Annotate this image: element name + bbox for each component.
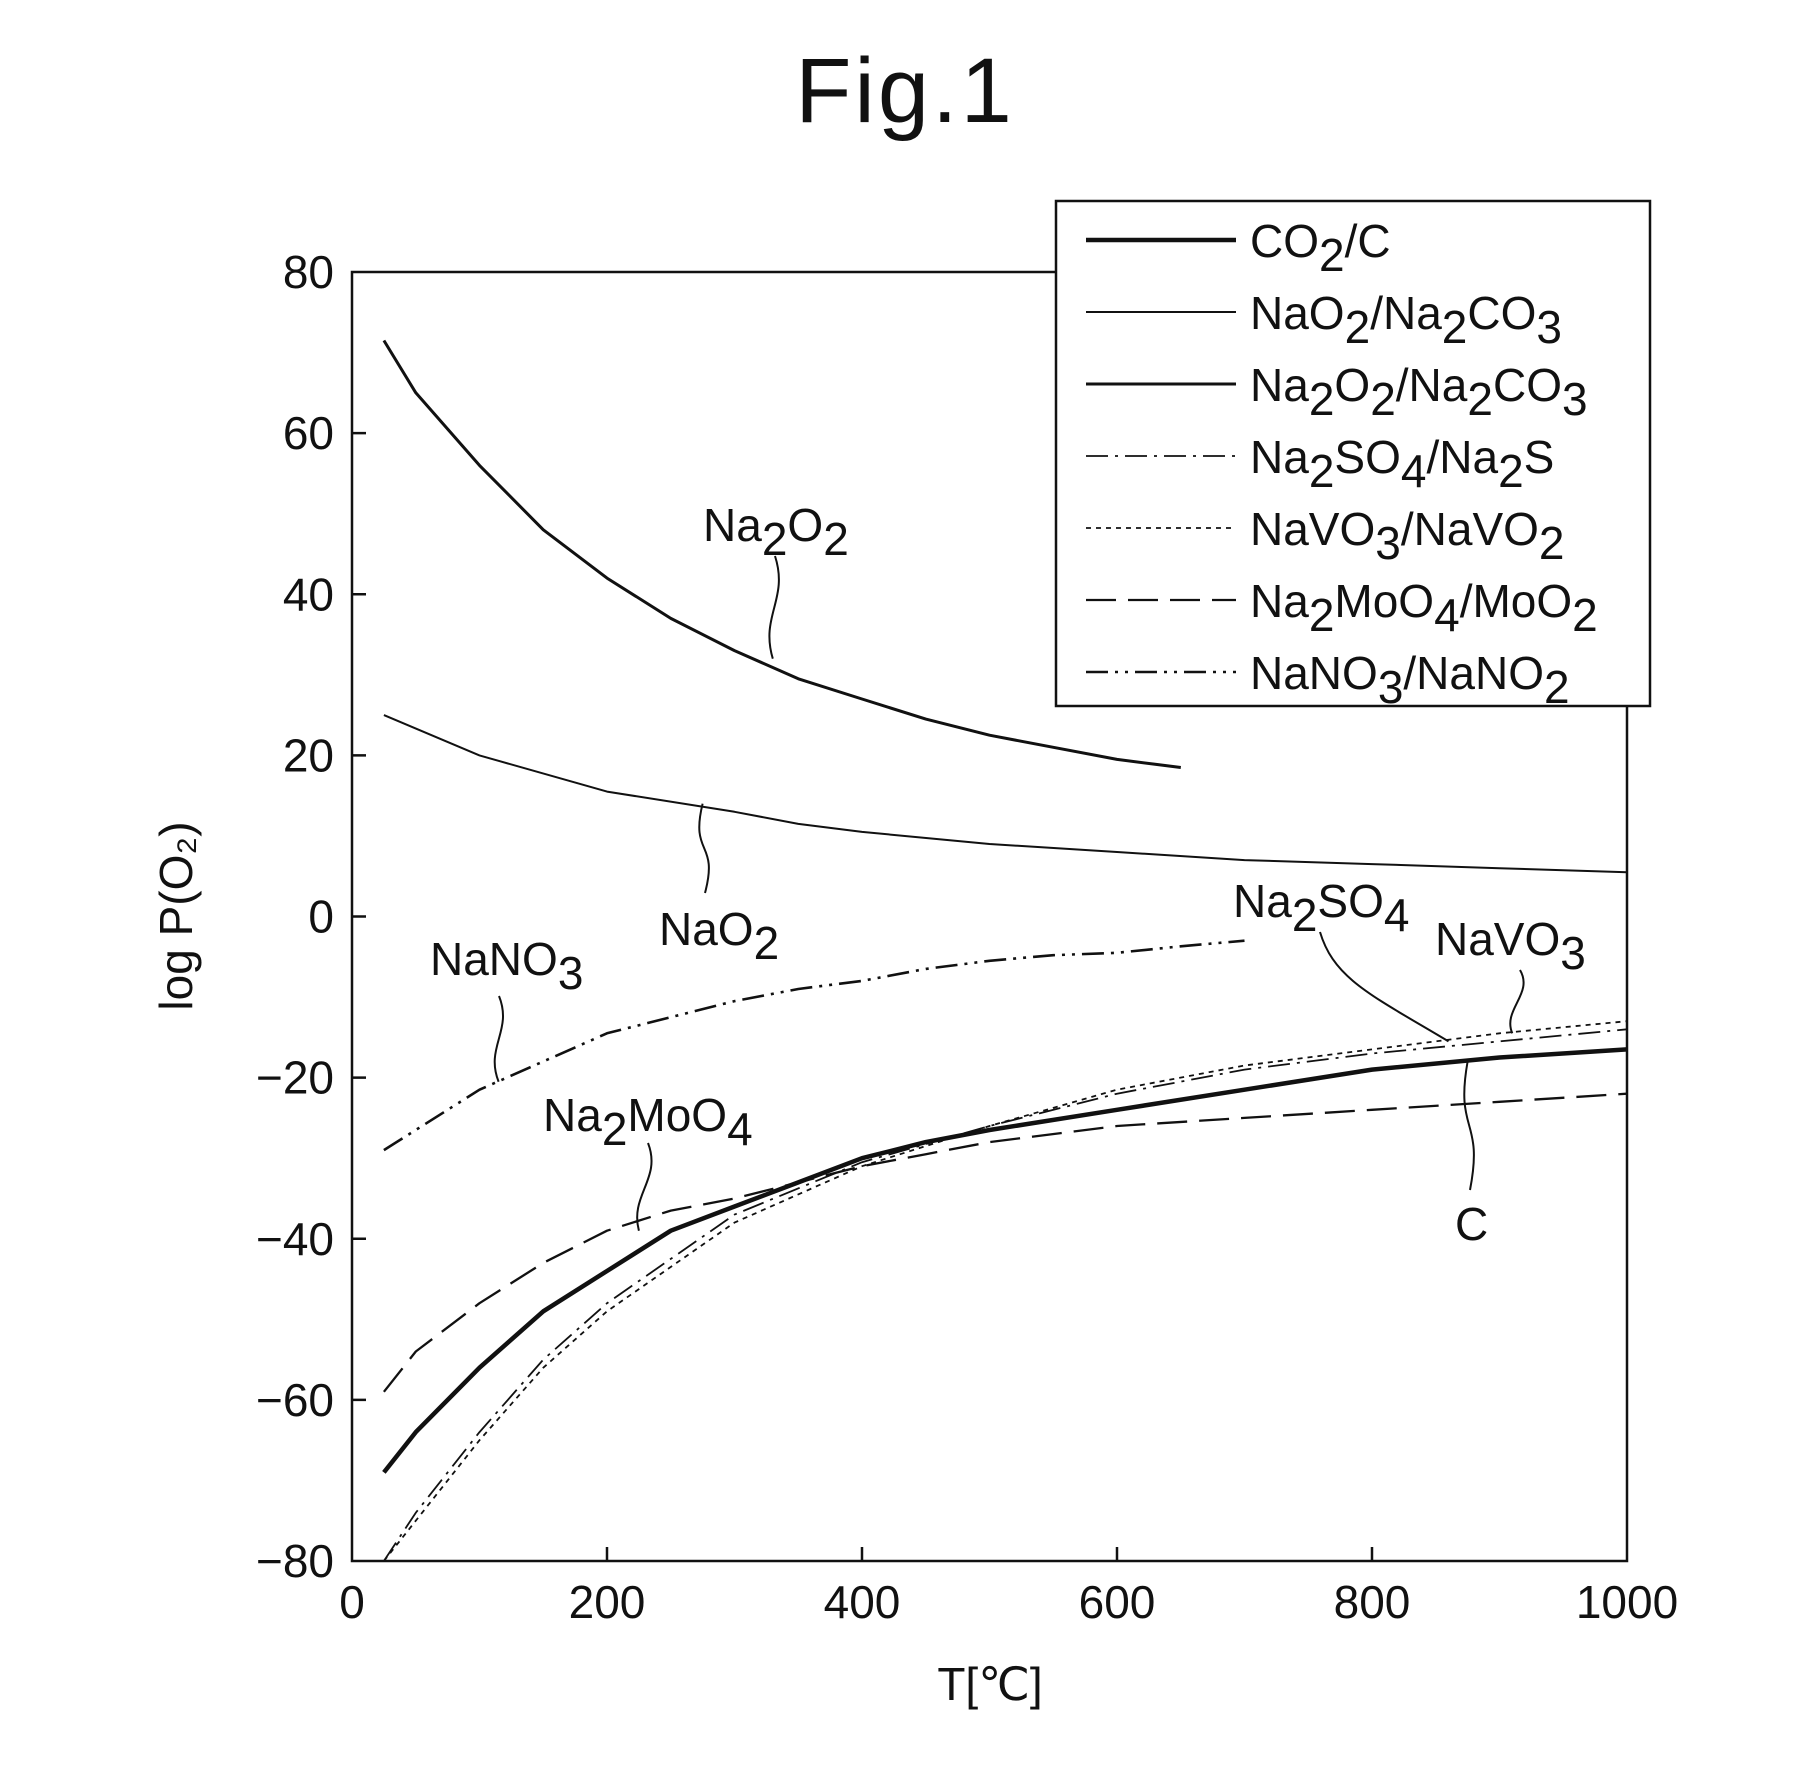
- annotation-leader-na2o2: [769, 556, 779, 659]
- annotation-leader-navo3: [1510, 970, 1523, 1033]
- y-tick-label: 0: [308, 891, 334, 943]
- y-tick-label: −40: [256, 1213, 334, 1265]
- x-tick-label: 800: [1334, 1576, 1411, 1628]
- y-tick-label: −80: [256, 1535, 334, 1587]
- x-tick-label: 400: [824, 1576, 901, 1628]
- annotation-na2so4: Na2SO4: [1233, 875, 1409, 941]
- y-tick-label: 60: [283, 407, 334, 459]
- annotation-nao2: NaO2: [659, 903, 779, 969]
- x-axis-title: T[℃]: [937, 1658, 1042, 1710]
- y-tick-label: −60: [256, 1374, 334, 1426]
- legend: CO2/CNaO2/Na2CO3Na2O2/Na2CO3Na2SO4/Na2SN…: [1056, 201, 1650, 713]
- x-tick-label: 1000: [1576, 1576, 1678, 1628]
- annotation-navo3: NaVO3: [1435, 913, 1586, 979]
- y-tick-label: 80: [283, 246, 334, 298]
- y-axis-title: log P(O₂): [150, 821, 202, 1010]
- y-tick-label: 40: [283, 568, 334, 620]
- annotation-na2o2: Na2O2: [703, 499, 849, 565]
- x-tick-label: 0: [339, 1576, 365, 1628]
- annotation-leader-na2so4: [1320, 932, 1449, 1041]
- annotation-leader-c: [1464, 1062, 1474, 1191]
- x-tick-label: 200: [569, 1576, 646, 1628]
- figure-title: Fig.1: [795, 40, 1015, 142]
- y-tick-label: −20: [256, 1052, 334, 1104]
- y-tick-label: 20: [283, 729, 334, 781]
- x-tick-label: 600: [1079, 1576, 1156, 1628]
- annotation-nano3: NaNO3: [430, 933, 583, 999]
- annotation-leader-nano3: [495, 996, 503, 1082]
- annotation-leader-nao2: [699, 804, 709, 893]
- annotation-c: C: [1455, 1198, 1488, 1250]
